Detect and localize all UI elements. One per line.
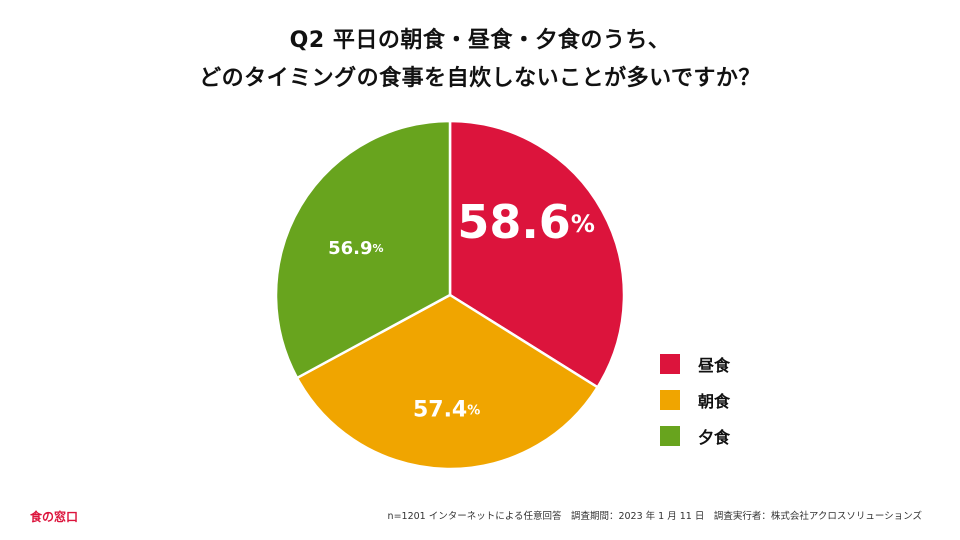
survey-footnote: n=1201 インターネットによる任意回答 調査期間：2023 年 1 月 11… (387, 511, 922, 522)
slice-value-label: 58.6% (457, 194, 595, 248)
legend-swatch (660, 354, 680, 374)
slice-value-label: 57.4% (413, 398, 480, 423)
legend-item-lunch: 昼食 (660, 354, 780, 375)
pie-slice (274, 119, 452, 380)
legend-label: 昼食 (698, 356, 731, 375)
chart-title: Q2 平日の朝食・昼食・夕食のうち、 どのタイミングの食事を自炊しないことが多い… (0, 22, 960, 98)
legend-label: 夕食 (698, 428, 731, 447)
legend-swatch (660, 390, 680, 410)
chart-legend: 昼食 朝食 夕食 (660, 354, 780, 462)
pie-slice (448, 119, 626, 389)
legend-item-dinner: 夕食 (660, 426, 780, 447)
legend-swatch (660, 426, 680, 446)
slice-value-label: 56.9% (328, 238, 383, 259)
legend-label: 朝食 (698, 392, 731, 411)
legend-item-breakfast: 朝食 (660, 390, 780, 411)
chart-title-line-2: どのタイミングの食事を自炊しないことが多いですか？ (199, 66, 761, 91)
chart-title-line-1: Q2 平日の朝食・昼食・夕食のうち、 (289, 28, 671, 53)
brand-logo: 食の窓口 (30, 510, 79, 524)
